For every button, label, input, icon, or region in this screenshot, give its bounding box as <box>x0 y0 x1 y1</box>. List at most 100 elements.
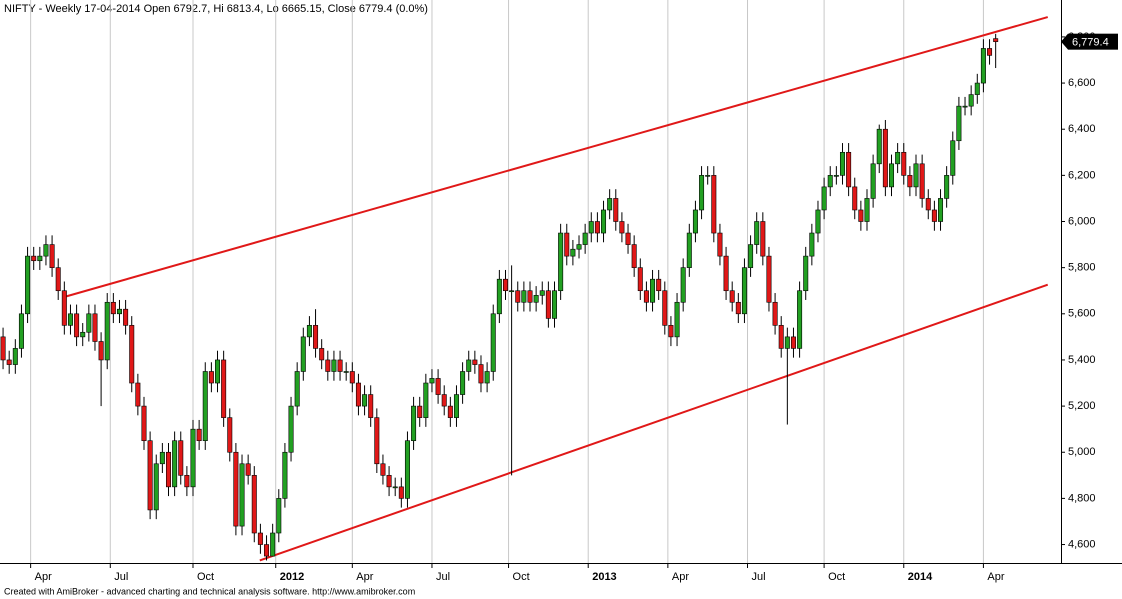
candle-body <box>558 232 564 292</box>
candle-body <box>650 278 656 303</box>
x-tick-label: Jul <box>436 571 450 583</box>
candle-body <box>925 198 931 211</box>
candle-body <box>270 532 276 557</box>
candle-body <box>362 394 368 407</box>
candle-body <box>490 313 496 372</box>
candle-body <box>502 278 508 292</box>
candle-body <box>919 163 925 199</box>
y-tick-label: 6,200 <box>1068 169 1096 181</box>
candle-body <box>889 163 895 188</box>
candle-body <box>190 428 196 488</box>
candle-body <box>674 301 680 338</box>
chart-title: NIFTY - Weekly 17-04-2014 Open 6792.7, H… <box>4 3 428 15</box>
candle-body <box>539 290 545 296</box>
candle-body <box>662 290 668 326</box>
candle-body <box>588 221 594 234</box>
x-tick-label: Apr <box>672 571 689 583</box>
candle-body <box>184 475 190 488</box>
candle-body <box>0 336 6 361</box>
candle-body <box>827 175 833 188</box>
candle-body <box>202 371 208 442</box>
candle-body <box>852 186 858 211</box>
candle-body <box>374 417 380 465</box>
candle-body <box>974 82 980 95</box>
candle-body <box>172 440 178 488</box>
candle-body <box>564 232 570 257</box>
candle-body <box>699 175 705 211</box>
candle-body <box>901 151 907 176</box>
candle-body <box>43 244 49 257</box>
candle-body <box>288 405 294 453</box>
candle-body <box>515 290 521 303</box>
candle-body <box>441 394 447 407</box>
candle-body <box>411 405 417 442</box>
candle-body <box>552 290 558 319</box>
y-tick-label: 5,000 <box>1068 446 1096 458</box>
candle-body <box>325 359 331 372</box>
candle-body <box>668 325 674 338</box>
trend-line <box>64 16 1049 298</box>
candle-body <box>846 151 852 188</box>
candle-body <box>570 248 576 257</box>
candle-body <box>147 440 153 511</box>
candle-body <box>313 325 319 349</box>
candle-body <box>760 221 766 257</box>
candle-body <box>643 290 649 303</box>
candle-body <box>582 232 588 245</box>
candle-body <box>686 232 692 268</box>
x-tick-label: 2014 <box>908 571 933 583</box>
candle-body <box>208 371 214 384</box>
candle-body <box>453 394 459 418</box>
candle-body <box>993 38 999 42</box>
candle-body <box>67 313 73 326</box>
candle-body <box>349 371 355 384</box>
candle-body <box>25 255 31 315</box>
candle-body <box>153 463 159 511</box>
candle-body <box>680 267 686 303</box>
candle-body <box>92 313 98 342</box>
candle-body <box>821 186 827 211</box>
candle-body <box>839 151 845 176</box>
candle-body <box>815 209 821 234</box>
candle-body <box>165 451 171 488</box>
candle-body <box>741 267 747 315</box>
candle-body <box>656 278 662 292</box>
y-tick-label: 5,800 <box>1068 262 1096 274</box>
candle-body <box>527 290 533 303</box>
candle-body <box>129 325 135 384</box>
y-tick-label: 6,000 <box>1068 215 1096 227</box>
candle-body <box>294 371 300 407</box>
candle-body <box>478 364 484 384</box>
candle-body <box>601 209 607 234</box>
candle-body <box>104 301 110 361</box>
candle-body <box>368 394 374 418</box>
candle-body <box>625 232 631 245</box>
candle-body <box>766 255 772 303</box>
candle-body <box>355 382 361 407</box>
candle-body <box>576 244 582 250</box>
candle-body <box>790 336 796 349</box>
candle-body <box>613 198 619 222</box>
candle-body <box>319 348 325 361</box>
candle-body <box>380 463 386 476</box>
candle-body <box>723 255 729 292</box>
candle-body <box>631 244 637 268</box>
y-tick-label: 6,400 <box>1068 123 1096 135</box>
y-tick-label: 6,600 <box>1068 77 1096 89</box>
candle-body <box>86 313 92 333</box>
candle-body <box>962 105 968 108</box>
candle-body <box>392 486 398 489</box>
candle-body <box>386 475 392 488</box>
x-tick-label: Jul <box>752 571 766 583</box>
candle-body <box>417 405 423 418</box>
x-tick-label: 2013 <box>592 571 616 583</box>
candle-body <box>116 308 122 315</box>
candle-body <box>717 232 723 257</box>
candle-body <box>447 405 453 418</box>
candle-body <box>215 359 221 384</box>
candle-body <box>619 221 625 234</box>
candle-body <box>331 359 337 372</box>
candle-body <box>472 359 478 365</box>
x-tick-label: Oct <box>513 571 530 583</box>
candle-body <box>460 371 466 395</box>
